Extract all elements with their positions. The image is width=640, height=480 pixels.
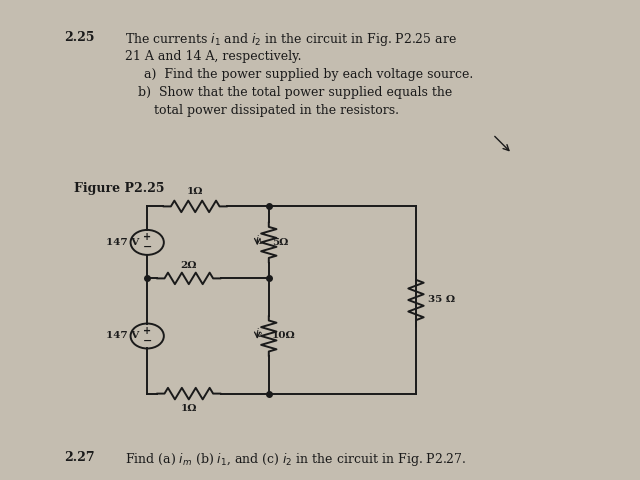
Text: a)  Find the power supplied by each voltage source.: a) Find the power supplied by each volta… bbox=[144, 68, 473, 81]
Text: +: + bbox=[143, 232, 151, 242]
Text: 35 Ω: 35 Ω bbox=[428, 296, 454, 304]
Text: total power dissipated in the resistors.: total power dissipated in the resistors. bbox=[154, 104, 399, 117]
Text: The currents $i_1$ and $i_2$ in the circuit in Fig. P2.25 are: The currents $i_1$ and $i_2$ in the circ… bbox=[125, 31, 457, 48]
Text: b)  Show that the total power supplied equals the: b) Show that the total power supplied eq… bbox=[138, 86, 452, 99]
Text: 1Ω: 1Ω bbox=[180, 404, 197, 413]
Text: +: + bbox=[143, 326, 151, 336]
Text: −: − bbox=[143, 242, 152, 252]
Text: Figure P2.25: Figure P2.25 bbox=[74, 182, 164, 195]
Text: 1Ω: 1Ω bbox=[187, 187, 204, 196]
Text: 147 V: 147 V bbox=[106, 238, 140, 247]
Text: 2.25: 2.25 bbox=[64, 31, 95, 44]
Text: 2.27: 2.27 bbox=[64, 451, 95, 464]
Text: 21 A and 14 A, respectively.: 21 A and 14 A, respectively. bbox=[125, 50, 301, 63]
Text: 5Ω: 5Ω bbox=[272, 238, 289, 247]
Text: $i_1$: $i_1$ bbox=[255, 233, 264, 247]
Text: −: − bbox=[143, 336, 152, 346]
Text: 2Ω: 2Ω bbox=[180, 261, 197, 270]
Text: 10Ω: 10Ω bbox=[272, 332, 296, 340]
Text: 147 V: 147 V bbox=[106, 332, 140, 340]
Text: Find (a) $i_m$ (b) $i_1$, and (c) $i_2$ in the circuit in Fig. P2.27.: Find (a) $i_m$ (b) $i_1$, and (c) $i_2$ … bbox=[125, 451, 467, 468]
Text: $i_2$: $i_2$ bbox=[255, 327, 264, 340]
